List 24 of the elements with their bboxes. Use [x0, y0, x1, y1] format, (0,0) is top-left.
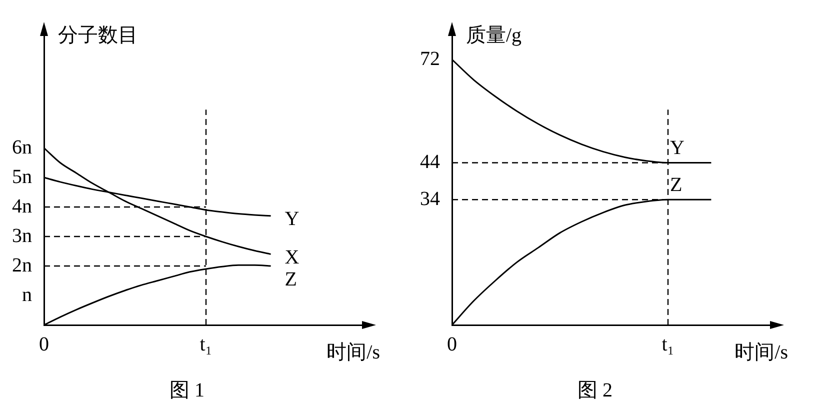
text: 图 1 [170, 379, 204, 402]
y-tick-label: n [22, 284, 32, 306]
x-axis-title: 时间/s [734, 341, 788, 364]
series-label: Y [670, 137, 684, 159]
y-tick-label: 44 [420, 151, 440, 173]
x-tick-label: t₁ [662, 333, 674, 356]
y-tick-label: 72 [420, 48, 440, 70]
x-tick-label: 0 [39, 333, 49, 356]
text: 图 2 [578, 379, 612, 402]
series-label: Z [284, 268, 298, 290]
y-axis-title: 分子数目 [58, 24, 138, 46]
series-label: Z [670, 174, 682, 196]
y-tick-label: 34 [420, 188, 440, 210]
x-tick-label: 0 [447, 333, 457, 356]
y-tick-label: 4n [12, 195, 32, 218]
series-label: X [284, 246, 300, 268]
y-tick-label: 5n [12, 166, 32, 188]
x-axis-title: 时间/s [326, 341, 380, 364]
y-tick-label: 3n [12, 224, 32, 247]
y-tick-label: 6n [12, 136, 32, 158]
y-tick-label: 2n [12, 254, 32, 276]
x-tick-label: t₁ [200, 333, 212, 356]
series-label: Y [284, 208, 300, 230]
y-axis-title: 质量/g [466, 24, 522, 46]
